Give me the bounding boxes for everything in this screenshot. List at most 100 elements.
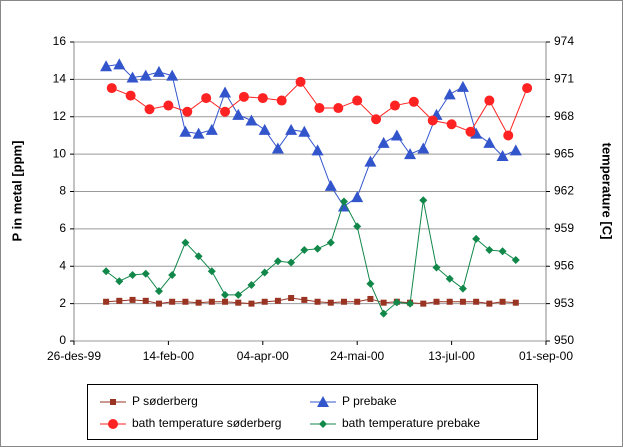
- marker: [287, 258, 296, 267]
- marker: [154, 287, 163, 296]
- y-tick-label: 2: [59, 296, 66, 310]
- marker: [496, 149, 509, 161]
- marker: [234, 290, 243, 299]
- marker: [485, 246, 494, 255]
- marker: [192, 127, 205, 139]
- marker: [473, 298, 480, 305]
- y-tick-label: 0: [59, 333, 66, 347]
- marker: [221, 290, 230, 299]
- marker: [126, 71, 139, 83]
- marker: [276, 95, 287, 106]
- marker: [417, 142, 430, 154]
- y2-tick-label: 950: [554, 333, 574, 347]
- marker: [458, 284, 467, 293]
- marker: [219, 86, 232, 98]
- marker: [110, 399, 116, 405]
- marker: [432, 263, 441, 272]
- marker: [142, 297, 149, 304]
- x-tick-label: 26-des-99: [47, 349, 101, 363]
- marker: [194, 252, 203, 261]
- marker: [195, 299, 202, 306]
- marker: [446, 119, 457, 130]
- marker: [352, 95, 363, 106]
- marker: [116, 297, 123, 304]
- marker: [465, 126, 476, 137]
- legend-label: bath temperature prebake: [342, 416, 480, 430]
- marker: [179, 125, 192, 137]
- marker: [319, 420, 327, 428]
- marker: [222, 298, 229, 305]
- marker: [333, 103, 344, 114]
- legend-box: [87, 384, 538, 440]
- marker: [445, 274, 454, 283]
- marker: [340, 298, 347, 305]
- marker: [182, 106, 193, 117]
- marker: [364, 155, 377, 167]
- x-tick-label: 14-feb-00: [143, 349, 195, 363]
- marker: [260, 268, 269, 277]
- marker: [509, 144, 522, 156]
- marker: [285, 123, 298, 135]
- marker: [182, 298, 189, 305]
- marker: [313, 244, 322, 253]
- marker: [152, 65, 165, 77]
- marker: [443, 88, 456, 100]
- marker: [392, 298, 401, 307]
- y2-axis-label: temperature [C]: [600, 143, 615, 240]
- marker: [486, 300, 493, 307]
- marker: [155, 300, 162, 307]
- marker: [390, 129, 403, 141]
- y-tick-label: 16: [53, 34, 67, 48]
- marker: [100, 60, 113, 72]
- marker: [339, 197, 348, 206]
- marker: [139, 69, 152, 81]
- marker: [483, 136, 496, 148]
- marker: [295, 76, 306, 87]
- marker: [511, 256, 520, 265]
- marker: [324, 179, 337, 191]
- marker: [166, 69, 179, 81]
- y2-tick-label: 974: [554, 34, 574, 48]
- marker: [235, 299, 242, 306]
- marker: [163, 100, 174, 111]
- marker: [168, 270, 177, 279]
- marker: [377, 136, 390, 148]
- x-tick-label: 13-jul-00: [428, 349, 475, 363]
- marker: [351, 191, 364, 203]
- marker: [301, 296, 308, 303]
- marker: [208, 298, 215, 305]
- marker: [484, 95, 495, 106]
- marker: [129, 296, 136, 303]
- marker: [380, 299, 387, 306]
- y2-tick-label: 968: [554, 109, 574, 123]
- marker: [498, 247, 507, 256]
- y2-tick-label: 959: [554, 221, 574, 235]
- marker: [288, 295, 295, 302]
- marker: [327, 299, 334, 306]
- marker: [113, 58, 126, 70]
- marker: [248, 300, 255, 307]
- marker: [379, 309, 388, 318]
- marker: [108, 419, 118, 429]
- marker: [128, 270, 137, 279]
- marker: [106, 83, 117, 94]
- marker: [181, 238, 190, 247]
- marker: [245, 114, 258, 126]
- marker: [207, 267, 216, 276]
- x-tick-label: 24-mai-00: [330, 349, 384, 363]
- marker: [205, 123, 218, 135]
- marker: [337, 200, 350, 212]
- marker: [103, 298, 110, 305]
- y-tick-label: 10: [53, 146, 67, 160]
- marker: [238, 91, 249, 102]
- marker: [125, 90, 136, 101]
- marker: [459, 298, 466, 305]
- y-tick-label: 6: [59, 221, 66, 235]
- marker: [257, 93, 268, 104]
- marker: [102, 267, 111, 276]
- marker: [354, 298, 361, 305]
- marker: [274, 297, 281, 304]
- marker: [408, 96, 419, 107]
- marker: [317, 396, 329, 407]
